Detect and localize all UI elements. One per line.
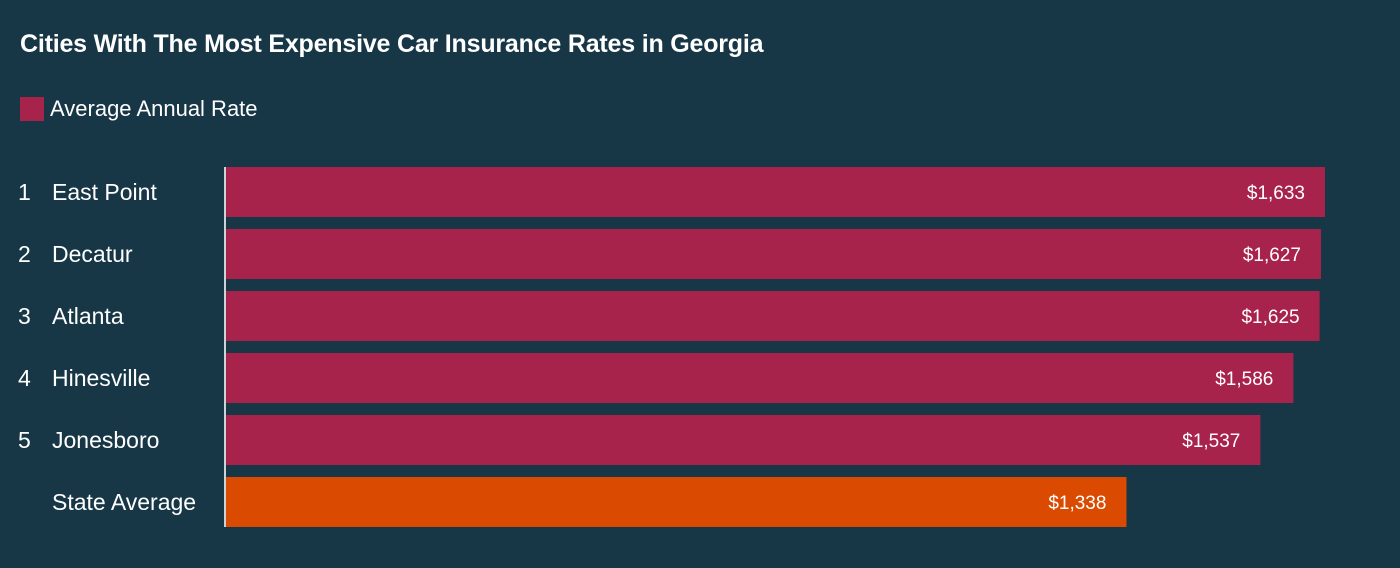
bar [226,229,1321,279]
data-label: $1,338 [1048,493,1106,514]
data-label: $1,625 [1241,307,1299,328]
category-label: Hinesville [52,365,150,391]
bar [226,291,1320,341]
rank-label: 5 [18,427,31,453]
category-label: State Average [52,489,196,515]
rank-label: 4 [18,365,31,391]
bar [226,477,1127,527]
category-label: East Point [52,179,157,205]
legend-label: Average Annual Rate [50,96,258,121]
category-label: Jonesboro [52,427,159,453]
legend: Average Annual Rate [20,96,258,122]
legend-swatch [20,97,44,121]
rank-label: 2 [18,241,31,267]
data-label: $1,633 [1247,183,1305,204]
category-label: Decatur [52,241,133,267]
chart-title: Cities With The Most Expensive Car Insur… [20,30,764,58]
data-label: $1,537 [1182,431,1240,452]
rank-label: 1 [18,179,31,205]
bar [226,353,1294,403]
bar [226,415,1261,465]
data-label: $1,627 [1243,245,1301,266]
data-label: $1,586 [1215,369,1273,390]
category-label: Atlanta [52,303,124,329]
rank-label: 3 [18,303,31,329]
bar [226,167,1325,217]
